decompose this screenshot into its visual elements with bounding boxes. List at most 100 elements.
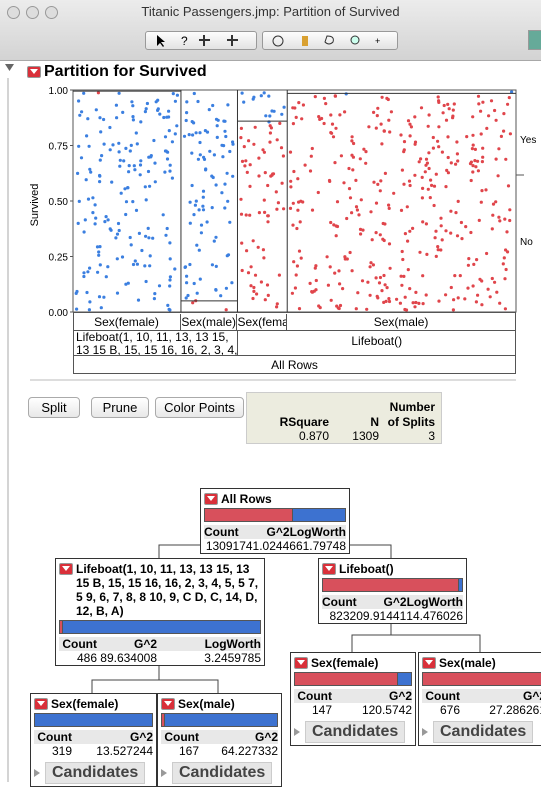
node-header: Lifeboat(1, 10, 11, 13, 13 15, 13 15 B, …: [59, 562, 260, 618]
point: [408, 183, 412, 188]
point: [507, 96, 511, 100]
button[interactable]: Split: [28, 397, 80, 418]
point: [484, 188, 488, 192]
disclosure[interactable]: [5, 64, 14, 71]
point: [491, 202, 496, 206]
close-button[interactable]: [7, 6, 20, 19]
point: [252, 142, 256, 146]
point: [437, 145, 441, 149]
point: [274, 190, 278, 194]
magnifier-tool[interactable]: [350, 35, 360, 45]
node-menu[interactable]: [161, 698, 175, 710]
point: [421, 274, 425, 278]
node-menu[interactable]: [34, 698, 48, 710]
node-title: Lifeboat(1, 10, 11, 13, 13 15, 13 15 B, …: [76, 562, 259, 618]
point: [464, 225, 468, 229]
point: [239, 136, 243, 140]
candidates[interactable]: Candidates: [34, 762, 156, 784]
point: [499, 134, 503, 138]
button[interactable]: Prune: [91, 397, 149, 418]
point: [86, 117, 90, 121]
point: [341, 287, 345, 291]
stat-value: 3: [428, 429, 435, 443]
candidates[interactable]: Candidates: [422, 721, 541, 743]
point: [501, 262, 505, 266]
point: [193, 203, 197, 207]
point: [369, 261, 373, 265]
value-row: 1309 1741.0244 661.79748: [204, 539, 346, 553]
minimize-button[interactable]: [26, 6, 39, 19]
point: [506, 102, 510, 106]
node-menu[interactable]: [422, 657, 436, 669]
stat-header: Count: [425, 689, 460, 703]
point: [343, 110, 347, 114]
point: [156, 108, 160, 112]
lasso-tool[interactable]: [324, 35, 334, 45]
point: [297, 249, 302, 253]
button[interactable]: Color Points: [155, 397, 244, 418]
point: [104, 215, 108, 219]
point: [223, 182, 227, 186]
point: [347, 166, 351, 171]
candidates[interactable]: Candidates: [161, 762, 281, 784]
disclosure: [422, 728, 428, 736]
point: [239, 126, 243, 130]
brush-tool[interactable]: [302, 36, 308, 46]
report-menu[interactable]: [27, 66, 41, 78]
node-menu[interactable]: [59, 563, 73, 575]
point: [452, 298, 456, 302]
point: [473, 159, 477, 163]
annotate-tool[interactable]: +: [375, 36, 380, 46]
point: [136, 298, 141, 302]
point: [294, 115, 298, 119]
point: [240, 241, 244, 245]
candidates[interactable]: Candidates: [294, 721, 415, 743]
stat-value: 89.634008: [100, 651, 157, 665]
stats-table: Count G^2 167 64.227332: [161, 730, 278, 758]
node-bar: [161, 713, 278, 727]
node-menu[interactable]: [294, 657, 308, 669]
point: [199, 231, 203, 235]
point: [75, 289, 79, 294]
point: [139, 120, 143, 124]
point: [93, 222, 97, 226]
move-tool[interactable]: [227, 35, 238, 46]
point: [263, 210, 267, 214]
point: [261, 148, 265, 152]
point: [248, 213, 252, 217]
point: [96, 270, 100, 274]
stats-table: Count G^2 319 13.527244: [34, 730, 153, 758]
point: [454, 162, 458, 166]
point: [403, 295, 407, 299]
node-menu[interactable]: [322, 563, 336, 575]
point: [299, 256, 303, 260]
point: [419, 157, 423, 161]
tool-group-2[interactable]: +: [262, 31, 398, 50]
zoom-button[interactable]: [45, 6, 58, 19]
help-tool[interactable]: ?: [181, 34, 188, 48]
point: [259, 94, 263, 98]
node-menu[interactable]: [204, 493, 218, 505]
point: [77, 199, 81, 203]
point: [140, 248, 144, 253]
point: [301, 200, 305, 204]
point: [475, 258, 479, 262]
point: [330, 122, 335, 126]
point: [228, 220, 232, 224]
point: [192, 213, 196, 217]
header-row: Count G^2: [161, 730, 278, 744]
stat-value: 486: [76, 651, 97, 665]
point: [278, 121, 282, 125]
grabber-tool[interactable]: [272, 35, 284, 47]
arrow-tool[interactable]: [157, 35, 165, 47]
tool-group[interactable]: ?: [145, 31, 257, 50]
crosshair-tool[interactable]: [199, 35, 210, 46]
point: [248, 163, 252, 167]
point: [473, 147, 477, 151]
value-row: 147 120.5742: [294, 703, 412, 717]
point: [263, 171, 267, 175]
side-icon[interactable]: [528, 30, 541, 50]
value-row: 167 64.227332: [161, 744, 278, 758]
point: [88, 167, 92, 171]
point: [451, 108, 455, 112]
